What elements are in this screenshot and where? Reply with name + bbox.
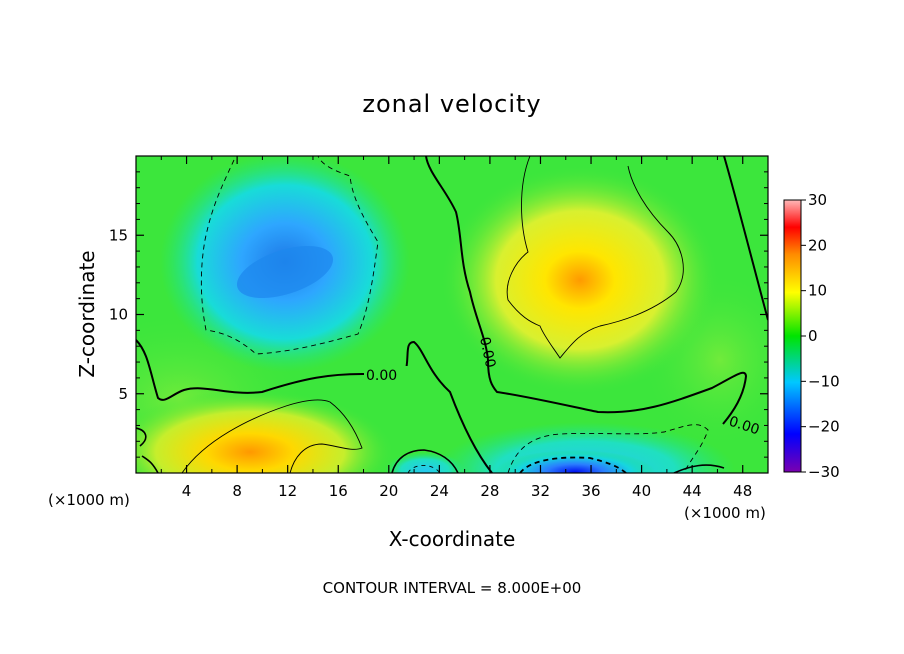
region-negative-bottom-core xyxy=(495,450,655,473)
colorbar-tick-label: −30 xyxy=(808,463,840,481)
y-tick-label: 5 xyxy=(118,385,128,403)
x-tick-label: 4 xyxy=(182,482,192,500)
colorbar-tick-label: −10 xyxy=(808,372,840,390)
colorbar-tick-label: 0 xyxy=(808,327,818,345)
y-tick-label: 15 xyxy=(109,226,128,244)
contour-label-bg xyxy=(364,366,408,383)
x-tick-label: 28 xyxy=(480,482,499,500)
contour-zero-bottom-right xyxy=(673,464,725,473)
region-negative-core xyxy=(236,245,334,299)
x-tick-label: 36 xyxy=(581,482,600,500)
contour-zero-middle xyxy=(425,156,748,425)
y-tick-label: 10 xyxy=(109,306,128,324)
x-tick-label: 40 xyxy=(632,482,651,500)
contour-negative-bottom-right xyxy=(507,424,709,473)
colorbar-ticks: 30 20 10 0 −10 −20 −30 xyxy=(801,191,840,481)
contour-zero-bottom-center xyxy=(391,449,459,473)
contour-positive-bottom-left xyxy=(181,399,363,473)
region-positive-upper-right xyxy=(440,165,720,395)
contour-label: 0.00 xyxy=(476,336,498,370)
contour-label: 0.00 xyxy=(366,368,397,384)
contour-zero-right xyxy=(723,156,768,321)
x-axis-label: X-coordinate xyxy=(389,527,516,551)
contour-zero-lower xyxy=(136,339,493,473)
y-axis-label: Z-coordinate xyxy=(75,250,99,377)
chart-title: zonal velocity xyxy=(362,90,541,118)
region-positive-bottom-left xyxy=(136,390,395,473)
colorbar-tick-label: −20 xyxy=(808,418,840,436)
colorbar xyxy=(783,199,802,473)
x-tick-label: 32 xyxy=(531,482,550,500)
contour-negative-small xyxy=(407,465,441,473)
y-axis: 5 10 15 xyxy=(109,171,768,458)
x-tick-label: 8 xyxy=(232,482,242,500)
colorbar-tick-label: 10 xyxy=(808,282,827,300)
colorbar-tick-label: 20 xyxy=(808,236,827,254)
plot-area xyxy=(136,156,768,473)
x-tick-label: 48 xyxy=(733,482,752,500)
x-tick-label: 12 xyxy=(278,482,297,500)
contour-negative-bottom-core xyxy=(519,456,627,473)
contour-negative-upper-left xyxy=(200,156,379,355)
x-tick-label: 20 xyxy=(379,482,398,500)
x-tick-label: 24 xyxy=(430,482,449,500)
x-unit-left: (×1000 m) xyxy=(48,491,130,509)
x-tick-label: 16 xyxy=(329,482,348,500)
colorbar-tick-label: 30 xyxy=(808,191,827,209)
contour-interval-note: CONTOUR INTERVAL = 8.000E+00 xyxy=(323,579,582,597)
x-tick-label: 44 xyxy=(683,482,702,500)
contour-positive-upper-right xyxy=(506,156,684,359)
x-unit-right: (×1000 m) xyxy=(684,504,766,522)
x-axis: 4 8 12 16 20 24 28 32 36 40 44 48 xyxy=(160,156,752,500)
contour-zero-bottom-left xyxy=(136,427,159,473)
